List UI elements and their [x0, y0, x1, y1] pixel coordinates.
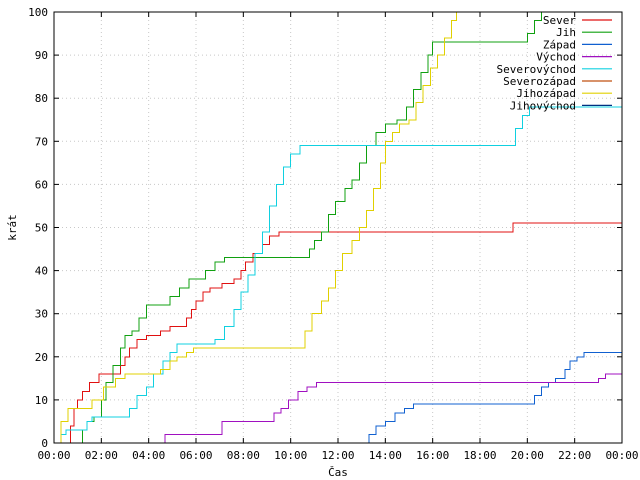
- y-tick-label: 50: [35, 222, 48, 235]
- y-tick-label: 100: [28, 6, 48, 19]
- legend-label: Západ: [543, 38, 576, 51]
- series-line-jihozápad: [54, 12, 457, 444]
- legend-label: Sever: [543, 14, 576, 27]
- x-tick-label: 12:00: [321, 449, 354, 462]
- y-axis-label: krát: [6, 214, 19, 241]
- legend-label: Jihovýchod: [510, 99, 576, 112]
- x-tick-label: 06:00: [179, 449, 212, 462]
- x-tick-label: 16:00: [416, 449, 449, 462]
- y-tick-label: 40: [35, 265, 48, 278]
- x-tick-label: 00:00: [605, 449, 638, 462]
- y-tick-label: 20: [35, 351, 48, 364]
- x-tick-label: 22:00: [558, 449, 591, 462]
- series-lines: [54, 12, 622, 444]
- y-tick-label: 70: [35, 135, 48, 148]
- x-axis-label: Čas: [328, 466, 348, 479]
- y-tick-label: 80: [35, 92, 48, 105]
- x-tick-label: 10:00: [274, 449, 307, 462]
- y-tick-label: 30: [35, 308, 48, 321]
- series-line-severovýchod: [54, 106, 622, 444]
- legend: SeverJihZápadVýchodSeverovýchodSeverozáp…: [497, 14, 612, 112]
- x-tick-label: 00:00: [37, 449, 70, 462]
- x-tick-label: 14:00: [369, 449, 402, 462]
- y-tick-label: 90: [35, 49, 48, 62]
- axis-ticks: 00:00 02:00 04:00 06:00 08:00 10:00 12:00 14:00…: [28, 6, 638, 462]
- x-tick-label: 08:00: [227, 449, 260, 462]
- x-tick-label: 20:00: [511, 449, 544, 462]
- x-tick-label: 04:00: [132, 449, 165, 462]
- x-tick-label: 02:00: [85, 449, 118, 462]
- y-tick-label: 60: [35, 178, 48, 191]
- legend-label: Severozápad: [503, 75, 576, 88]
- series-line-sever: [65, 222, 622, 444]
- series-line-východ: [54, 373, 622, 444]
- legend-label: Severovýchod: [497, 63, 576, 76]
- x-tick-label: 18:00: [463, 449, 496, 462]
- legend-label: Jihozápad: [516, 87, 576, 100]
- series-line-západ: [54, 351, 622, 444]
- y-tick-label: 0: [41, 437, 48, 450]
- legend-label: Východ: [536, 51, 576, 64]
- y-tick-label: 10: [35, 394, 48, 407]
- series-line-jih: [65, 12, 543, 444]
- legend-label: Jih: [556, 26, 576, 39]
